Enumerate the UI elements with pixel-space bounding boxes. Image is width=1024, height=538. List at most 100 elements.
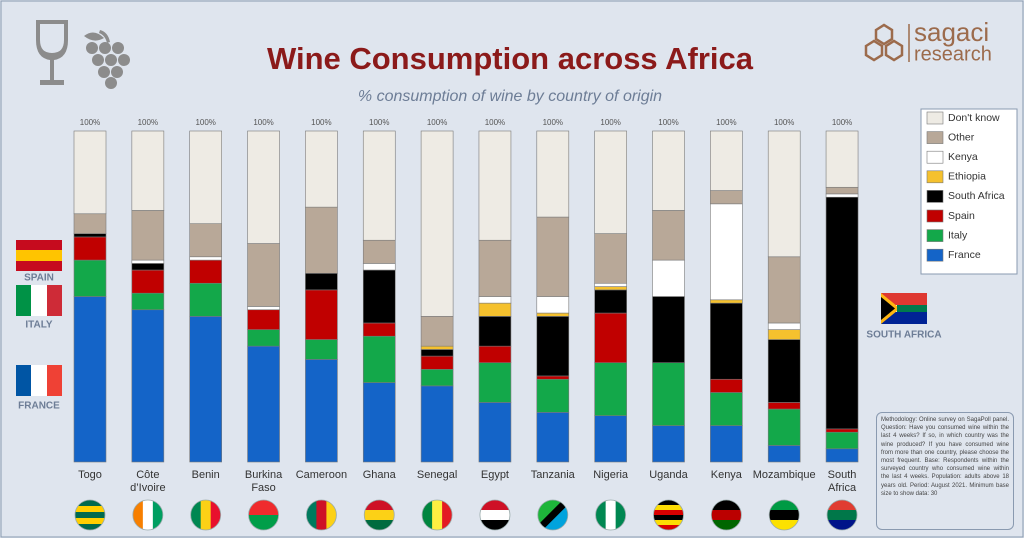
total-label: 100% bbox=[658, 118, 678, 127]
bar-segment bbox=[478, 345, 512, 363]
bar-segment bbox=[536, 316, 570, 377]
bar-segment bbox=[478, 362, 512, 403]
total-label: 100% bbox=[427, 118, 447, 127]
bar-segment bbox=[710, 299, 743, 304]
bar-segment bbox=[73, 236, 107, 261]
bar-segment bbox=[420, 385, 454, 463]
flag-rim bbox=[248, 499, 279, 531]
legend-label: South Africa bbox=[948, 190, 1005, 202]
flag-part bbox=[479, 500, 510, 511]
flag-part bbox=[364, 500, 395, 511]
flag-part bbox=[190, 500, 202, 530]
x-tick-label: Cameroon bbox=[295, 469, 348, 481]
total-label: 100% bbox=[369, 118, 389, 127]
bar-segment bbox=[652, 210, 685, 261]
flag-south-africa bbox=[881, 293, 927, 324]
flag-rim bbox=[74, 499, 106, 531]
bar-segment bbox=[131, 269, 165, 294]
flag-part bbox=[75, 506, 105, 513]
logo-text: research bbox=[914, 43, 992, 65]
bar-segment bbox=[710, 203, 743, 301]
bar-segment bbox=[710, 190, 743, 205]
bar-segment bbox=[362, 269, 396, 324]
flag-icon bbox=[364, 500, 395, 530]
total-label: 100% bbox=[80, 118, 100, 127]
bar-segment bbox=[73, 213, 107, 234]
bar-segment bbox=[362, 335, 396, 383]
bar-segment bbox=[420, 355, 454, 370]
flag-icon bbox=[479, 500, 510, 530]
x-tick-label: Nigeria bbox=[593, 469, 629, 481]
bar-segment bbox=[305, 339, 338, 360]
x-tick-label: South Africa bbox=[827, 469, 857, 494]
bar-segment bbox=[652, 425, 685, 463]
bar-segment bbox=[420, 130, 454, 317]
flag-icon bbox=[827, 500, 858, 530]
bar-segment bbox=[420, 369, 454, 387]
flag-part bbox=[75, 518, 105, 525]
flag-part bbox=[827, 510, 858, 521]
bar-segment bbox=[710, 392, 743, 426]
x-tick-label: Togo bbox=[78, 469, 102, 481]
legend-swatch bbox=[926, 111, 944, 125]
bar-segment bbox=[825, 186, 859, 195]
bar-segment bbox=[247, 309, 280, 330]
total-label: 100% bbox=[832, 118, 852, 127]
flag-rim bbox=[595, 499, 627, 531]
legend-swatch bbox=[926, 209, 944, 223]
flag-part bbox=[422, 500, 433, 530]
total-label: 100% bbox=[543, 118, 563, 127]
bar-segment bbox=[73, 130, 107, 215]
flag-part bbox=[827, 520, 858, 530]
legend-swatch bbox=[926, 131, 944, 144]
flag-icon bbox=[248, 500, 279, 530]
x-tick-label: Ghana bbox=[362, 469, 396, 481]
flag-part bbox=[653, 505, 684, 511]
legend-label: Kenya bbox=[948, 151, 978, 163]
total-label: 100% bbox=[253, 118, 273, 127]
logo-mark bbox=[864, 23, 904, 62]
flag-part bbox=[75, 500, 105, 507]
bar-segment bbox=[536, 312, 570, 317]
bar-segment bbox=[189, 316, 222, 463]
bar-segment bbox=[362, 382, 396, 463]
flag-part bbox=[364, 520, 395, 530]
bar-segment bbox=[825, 193, 859, 198]
flag-rim bbox=[190, 499, 222, 531]
bar-segment bbox=[362, 263, 396, 271]
bar-segment bbox=[767, 402, 801, 410]
legend-swatch bbox=[926, 248, 944, 262]
bar-segment bbox=[131, 309, 165, 463]
flag-part bbox=[479, 510, 510, 521]
legend-label: Other bbox=[948, 131, 975, 143]
bar-segment bbox=[536, 412, 570, 463]
bar-segment bbox=[652, 362, 685, 426]
flag-part bbox=[479, 520, 510, 530]
flag-icon bbox=[769, 500, 800, 530]
bar-segment bbox=[710, 425, 743, 463]
bar-segment bbox=[131, 210, 165, 261]
bar-segment bbox=[131, 263, 165, 271]
x-tick-label: Burkina Faso bbox=[244, 469, 283, 494]
flag-icon bbox=[306, 500, 337, 530]
bar-segment bbox=[536, 378, 570, 413]
flag-france bbox=[16, 365, 62, 396]
bar-segment bbox=[478, 296, 512, 304]
bar-segment bbox=[594, 362, 627, 416]
flag-icon bbox=[653, 500, 684, 530]
bar-segment bbox=[478, 302, 512, 317]
bar-segment bbox=[189, 259, 222, 284]
bar-segment bbox=[420, 316, 454, 347]
bar-segment bbox=[247, 243, 280, 307]
flag-spain bbox=[16, 240, 62, 271]
flag-part bbox=[537, 500, 568, 530]
bar-segment bbox=[536, 130, 570, 218]
bar-segment bbox=[189, 256, 222, 261]
bar-segment bbox=[247, 130, 280, 244]
bar-segment bbox=[652, 130, 685, 211]
flag-icon bbox=[595, 500, 626, 530]
total-label: 100% bbox=[311, 118, 331, 127]
legend-swatch bbox=[926, 170, 944, 184]
bar-segment bbox=[305, 206, 338, 274]
